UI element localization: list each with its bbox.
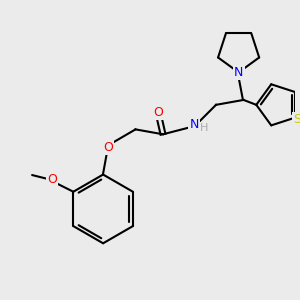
Text: N: N xyxy=(190,118,199,131)
Text: O: O xyxy=(103,141,113,154)
Text: O: O xyxy=(153,106,163,119)
Text: O: O xyxy=(47,173,57,187)
Text: N: N xyxy=(234,66,243,79)
Text: H: H xyxy=(200,123,208,134)
Text: S: S xyxy=(293,113,300,126)
